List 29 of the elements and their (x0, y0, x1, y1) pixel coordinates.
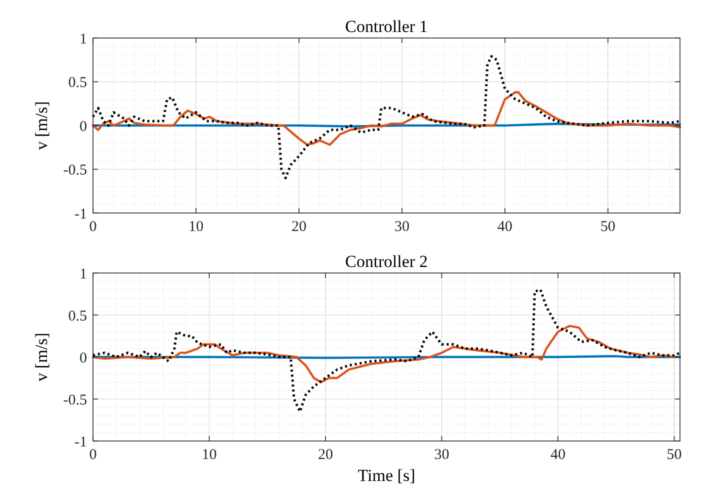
x-tick-label: 30 (394, 219, 410, 235)
y-tick-label: 1 (80, 31, 87, 48)
y-tick-label: -0.5 (63, 392, 87, 408)
line-series (92, 288, 682, 413)
x-tick-label: 40 (497, 219, 512, 235)
x-tick-label: 10 (188, 219, 204, 235)
x-tick-label: 50 (600, 219, 616, 235)
x-tick-label: 20 (291, 219, 306, 235)
x-axis-title: Time [s] (358, 466, 416, 485)
y-tick-label: 0.5 (68, 75, 87, 91)
line-series (92, 91, 682, 146)
line-series (92, 324, 676, 384)
line-series (92, 55, 682, 180)
y-tick-label: -1 (74, 434, 87, 450)
x-tick-label: 50 (666, 447, 682, 463)
x-tick-label: 30 (434, 447, 450, 463)
y-tick-label: -1 (74, 206, 87, 222)
y-tick-label: 0 (80, 118, 87, 135)
y-tick-label: 1 (80, 266, 87, 282)
y-tick-label: 0.5 (68, 308, 87, 324)
chart-title: Controller 2 (345, 252, 428, 271)
chart-title: Controller 1 (345, 17, 428, 36)
y-tick-label: 0 (80, 350, 87, 366)
x-tick-label: 40 (550, 447, 566, 463)
y-tick-label: -0.5 (63, 162, 87, 178)
y-axis-title: v [m/s] (32, 332, 51, 382)
y-axis-title: v [m/s] (32, 101, 51, 150)
x-tick-label: 20 (318, 447, 333, 463)
x-tick-label: 10 (202, 447, 217, 463)
